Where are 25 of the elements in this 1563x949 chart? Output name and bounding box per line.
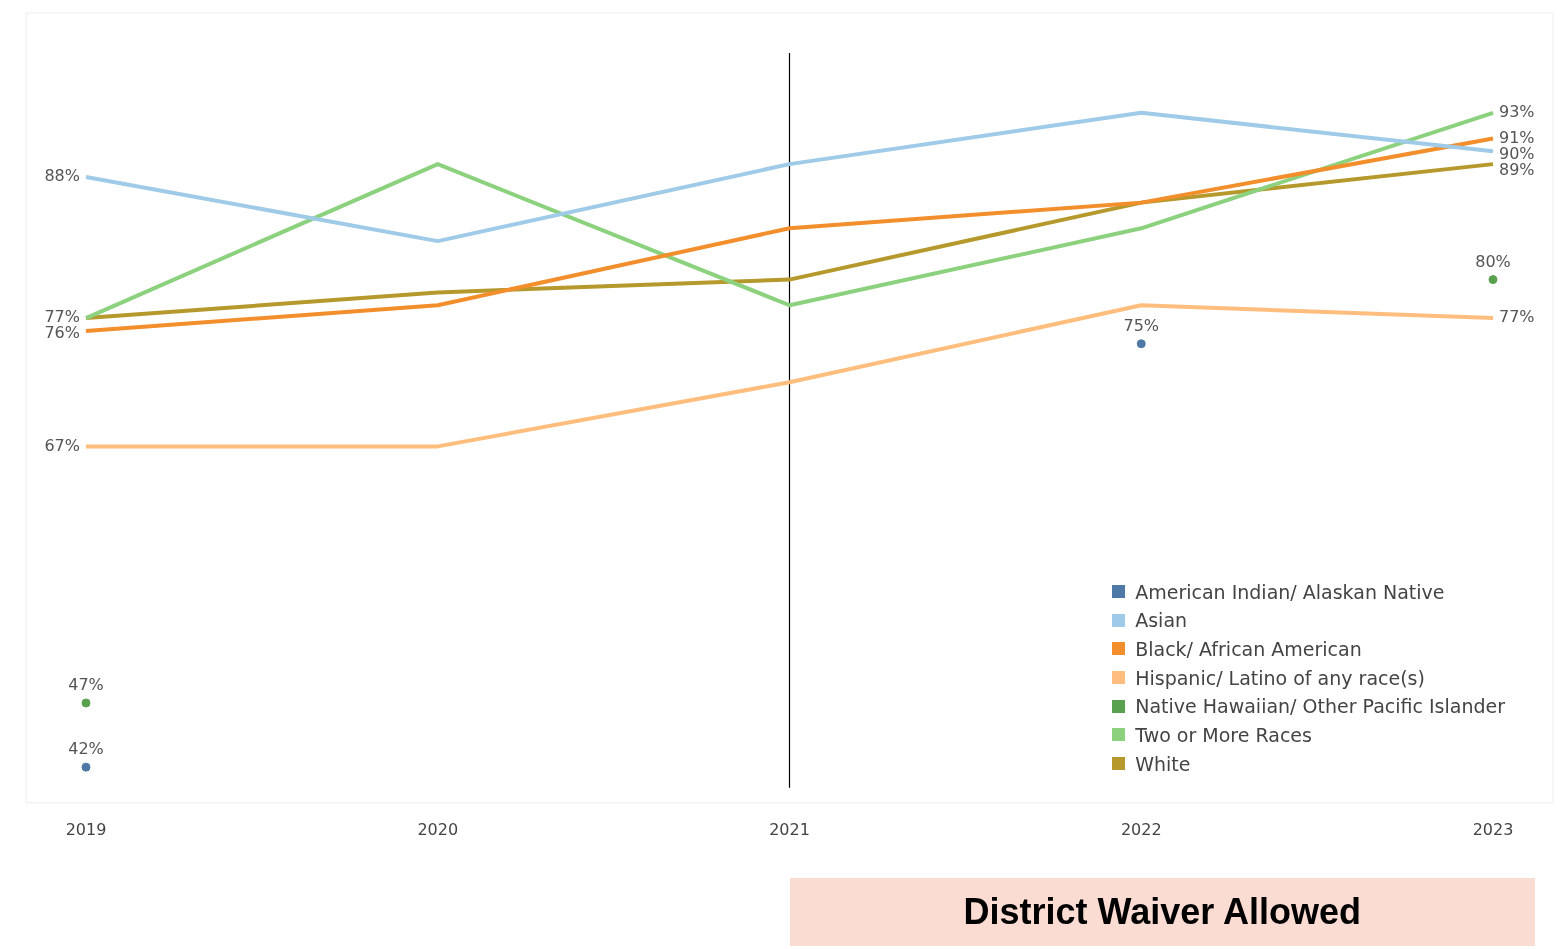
point (1488, 275, 1498, 285)
point (81, 698, 91, 708)
data-label: 93% (1499, 101, 1535, 121)
legend-label: White (1135, 752, 1191, 775)
x-tick-label: 2020 (417, 819, 459, 839)
data-label: 42% (68, 739, 104, 759)
legend-label: Two or More Races (1135, 723, 1312, 746)
legend-label: Native Hawaiian/ Other Pacific Islander (1135, 695, 1505, 718)
data-label: 88% (44, 166, 80, 186)
legend-label: Black/ African American (1135, 637, 1362, 660)
text: District Waiver Allowed (789, 878, 1535, 946)
x-tick-label: 2021 (769, 819, 810, 839)
legend-label: Asian (1135, 609, 1188, 632)
data-label: 80% (1475, 251, 1511, 271)
legend-label: Hispanic/ Latino of any race(s) (1135, 666, 1425, 689)
legend-label: American Indian/ Alaskan Native (1135, 580, 1445, 603)
data-label: 47% (68, 675, 104, 695)
x-tick-label: 2022 (1120, 819, 1162, 839)
point (1136, 339, 1146, 349)
data-label: 77% (1499, 307, 1535, 327)
data-label: 67% (44, 435, 80, 455)
x-tick-label: 2019 (65, 819, 107, 839)
data-label: 75% (1123, 315, 1160, 335)
point (81, 762, 91, 772)
x-tick-label: 2023 (1472, 819, 1514, 839)
